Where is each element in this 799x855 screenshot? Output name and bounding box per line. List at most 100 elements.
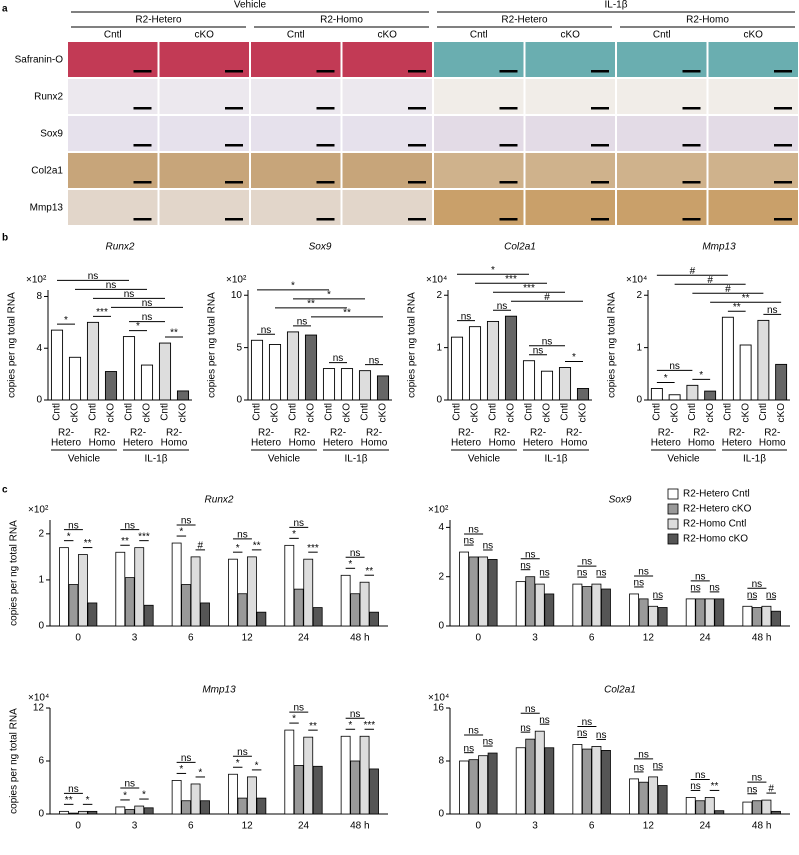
- y-tick-label: 2: [38, 528, 44, 539]
- bar: [757, 319, 770, 401]
- bar: [158, 342, 172, 401]
- x-tick-label: Cntl: [758, 403, 769, 421]
- scale-bar: [591, 70, 609, 73]
- scale-bar: [499, 144, 518, 147]
- significance-label: ***: [138, 531, 150, 542]
- x-tick-label: cKO: [306, 403, 317, 423]
- significance-label: ns: [525, 549, 536, 560]
- bar: [657, 785, 668, 815]
- x-tick-label: 6: [188, 821, 194, 832]
- significance-label: ns: [124, 779, 135, 790]
- bar: [143, 807, 154, 815]
- panel-label: a: [2, 4, 8, 15]
- stain-label: Sox9: [40, 129, 63, 140]
- treatment-label: Vehicle: [68, 454, 101, 465]
- significance-label: ns: [577, 568, 588, 579]
- significance-label: **: [733, 302, 741, 313]
- y-tick-label: 0: [438, 809, 444, 820]
- x-tick-label: 48 h: [350, 821, 369, 832]
- panel-label: b: [2, 233, 8, 244]
- significance-label: ns: [483, 541, 494, 552]
- bar: [143, 604, 154, 627]
- treatment-label: IL-1β: [545, 454, 568, 465]
- bar: [246, 776, 257, 815]
- significance-label: *: [491, 265, 495, 276]
- bar: [459, 760, 469, 815]
- bar: [171, 780, 182, 815]
- y-tick-label: 12: [33, 703, 45, 714]
- bar: [369, 768, 379, 815]
- bar: [525, 738, 536, 815]
- scale-bar: [316, 70, 335, 73]
- bar: [751, 800, 762, 815]
- scale-bar: [408, 107, 426, 110]
- scale-bar: [408, 218, 426, 221]
- treatment-label: Vehicle: [268, 454, 301, 465]
- axis-exponent: ×10⁴: [428, 693, 449, 704]
- scale-bar: [591, 218, 609, 221]
- group-label: Homo: [361, 438, 388, 449]
- y-tick-label: 4: [36, 343, 42, 354]
- y-tick-label: 1: [436, 342, 442, 353]
- y-tick-label: 2: [436, 290, 442, 301]
- x-tick-label: 3: [532, 633, 538, 644]
- x-tick-label: 48 h: [752, 633, 771, 644]
- x-tick-label: Cntl: [723, 403, 734, 421]
- significance-label: ns: [88, 271, 99, 282]
- significance-label: *: [255, 761, 259, 772]
- y-tick-label: 1: [38, 575, 44, 586]
- bar: [558, 367, 572, 401]
- x-tick-label: 12: [242, 821, 254, 832]
- group-label: R2-: [764, 428, 780, 439]
- y-tick-label: 2: [438, 571, 444, 582]
- bar: [591, 746, 602, 815]
- legend-swatch: [667, 488, 679, 500]
- y-tick-label: 4: [438, 522, 444, 533]
- x-tick-label: 12: [643, 633, 655, 644]
- significance-label: *: [179, 764, 183, 775]
- bar: [487, 559, 498, 627]
- significance-label: ns: [124, 289, 135, 300]
- group-label: R2-: [366, 428, 382, 439]
- chart-title: Col2a1: [504, 242, 536, 253]
- bar: [181, 584, 192, 627]
- significance-label: ns: [767, 305, 778, 316]
- group-label: R2-: [494, 428, 510, 439]
- bar: [601, 750, 611, 815]
- significance-label: ns: [634, 763, 645, 774]
- bar: [629, 593, 639, 627]
- scale-bar: [225, 144, 243, 147]
- group-label: Homo: [759, 438, 786, 449]
- significance-label: ns: [690, 781, 701, 792]
- bar: [286, 331, 300, 401]
- bar: [534, 583, 545, 627]
- group-label: Homo: [161, 438, 188, 449]
- x-tick-label: 0: [75, 633, 81, 644]
- bar: [685, 598, 696, 627]
- x-tick-label: 12: [242, 633, 254, 644]
- significance-label: *: [664, 373, 668, 384]
- scale-bar: [774, 144, 792, 147]
- y-tick-label: 0: [436, 395, 442, 406]
- significance-label: ns: [533, 345, 544, 356]
- significance-label: *: [142, 790, 146, 801]
- axis-exponent: ×10⁴: [426, 275, 447, 286]
- bar: [515, 581, 526, 627]
- significance-label: ns: [653, 761, 664, 772]
- significance-label: ns: [520, 723, 531, 734]
- scale-bar: [133, 144, 152, 147]
- bar: [304, 334, 318, 401]
- bar: [104, 371, 118, 401]
- bar: [181, 800, 192, 815]
- group-label: Homo: [489, 438, 516, 449]
- group-label: Hetero: [251, 438, 281, 449]
- axis-exponent: ×10²: [226, 275, 247, 286]
- significance-label: #: [198, 541, 204, 552]
- scale-bar: [316, 144, 335, 147]
- genotype-header: R2-Homo: [320, 15, 363, 26]
- x-tick-label: 0: [476, 633, 482, 644]
- x-tick-label: 48 h: [350, 633, 369, 644]
- scale-bar: [591, 144, 609, 147]
- bar: [468, 556, 479, 627]
- x-tick-label: cKO: [270, 403, 281, 423]
